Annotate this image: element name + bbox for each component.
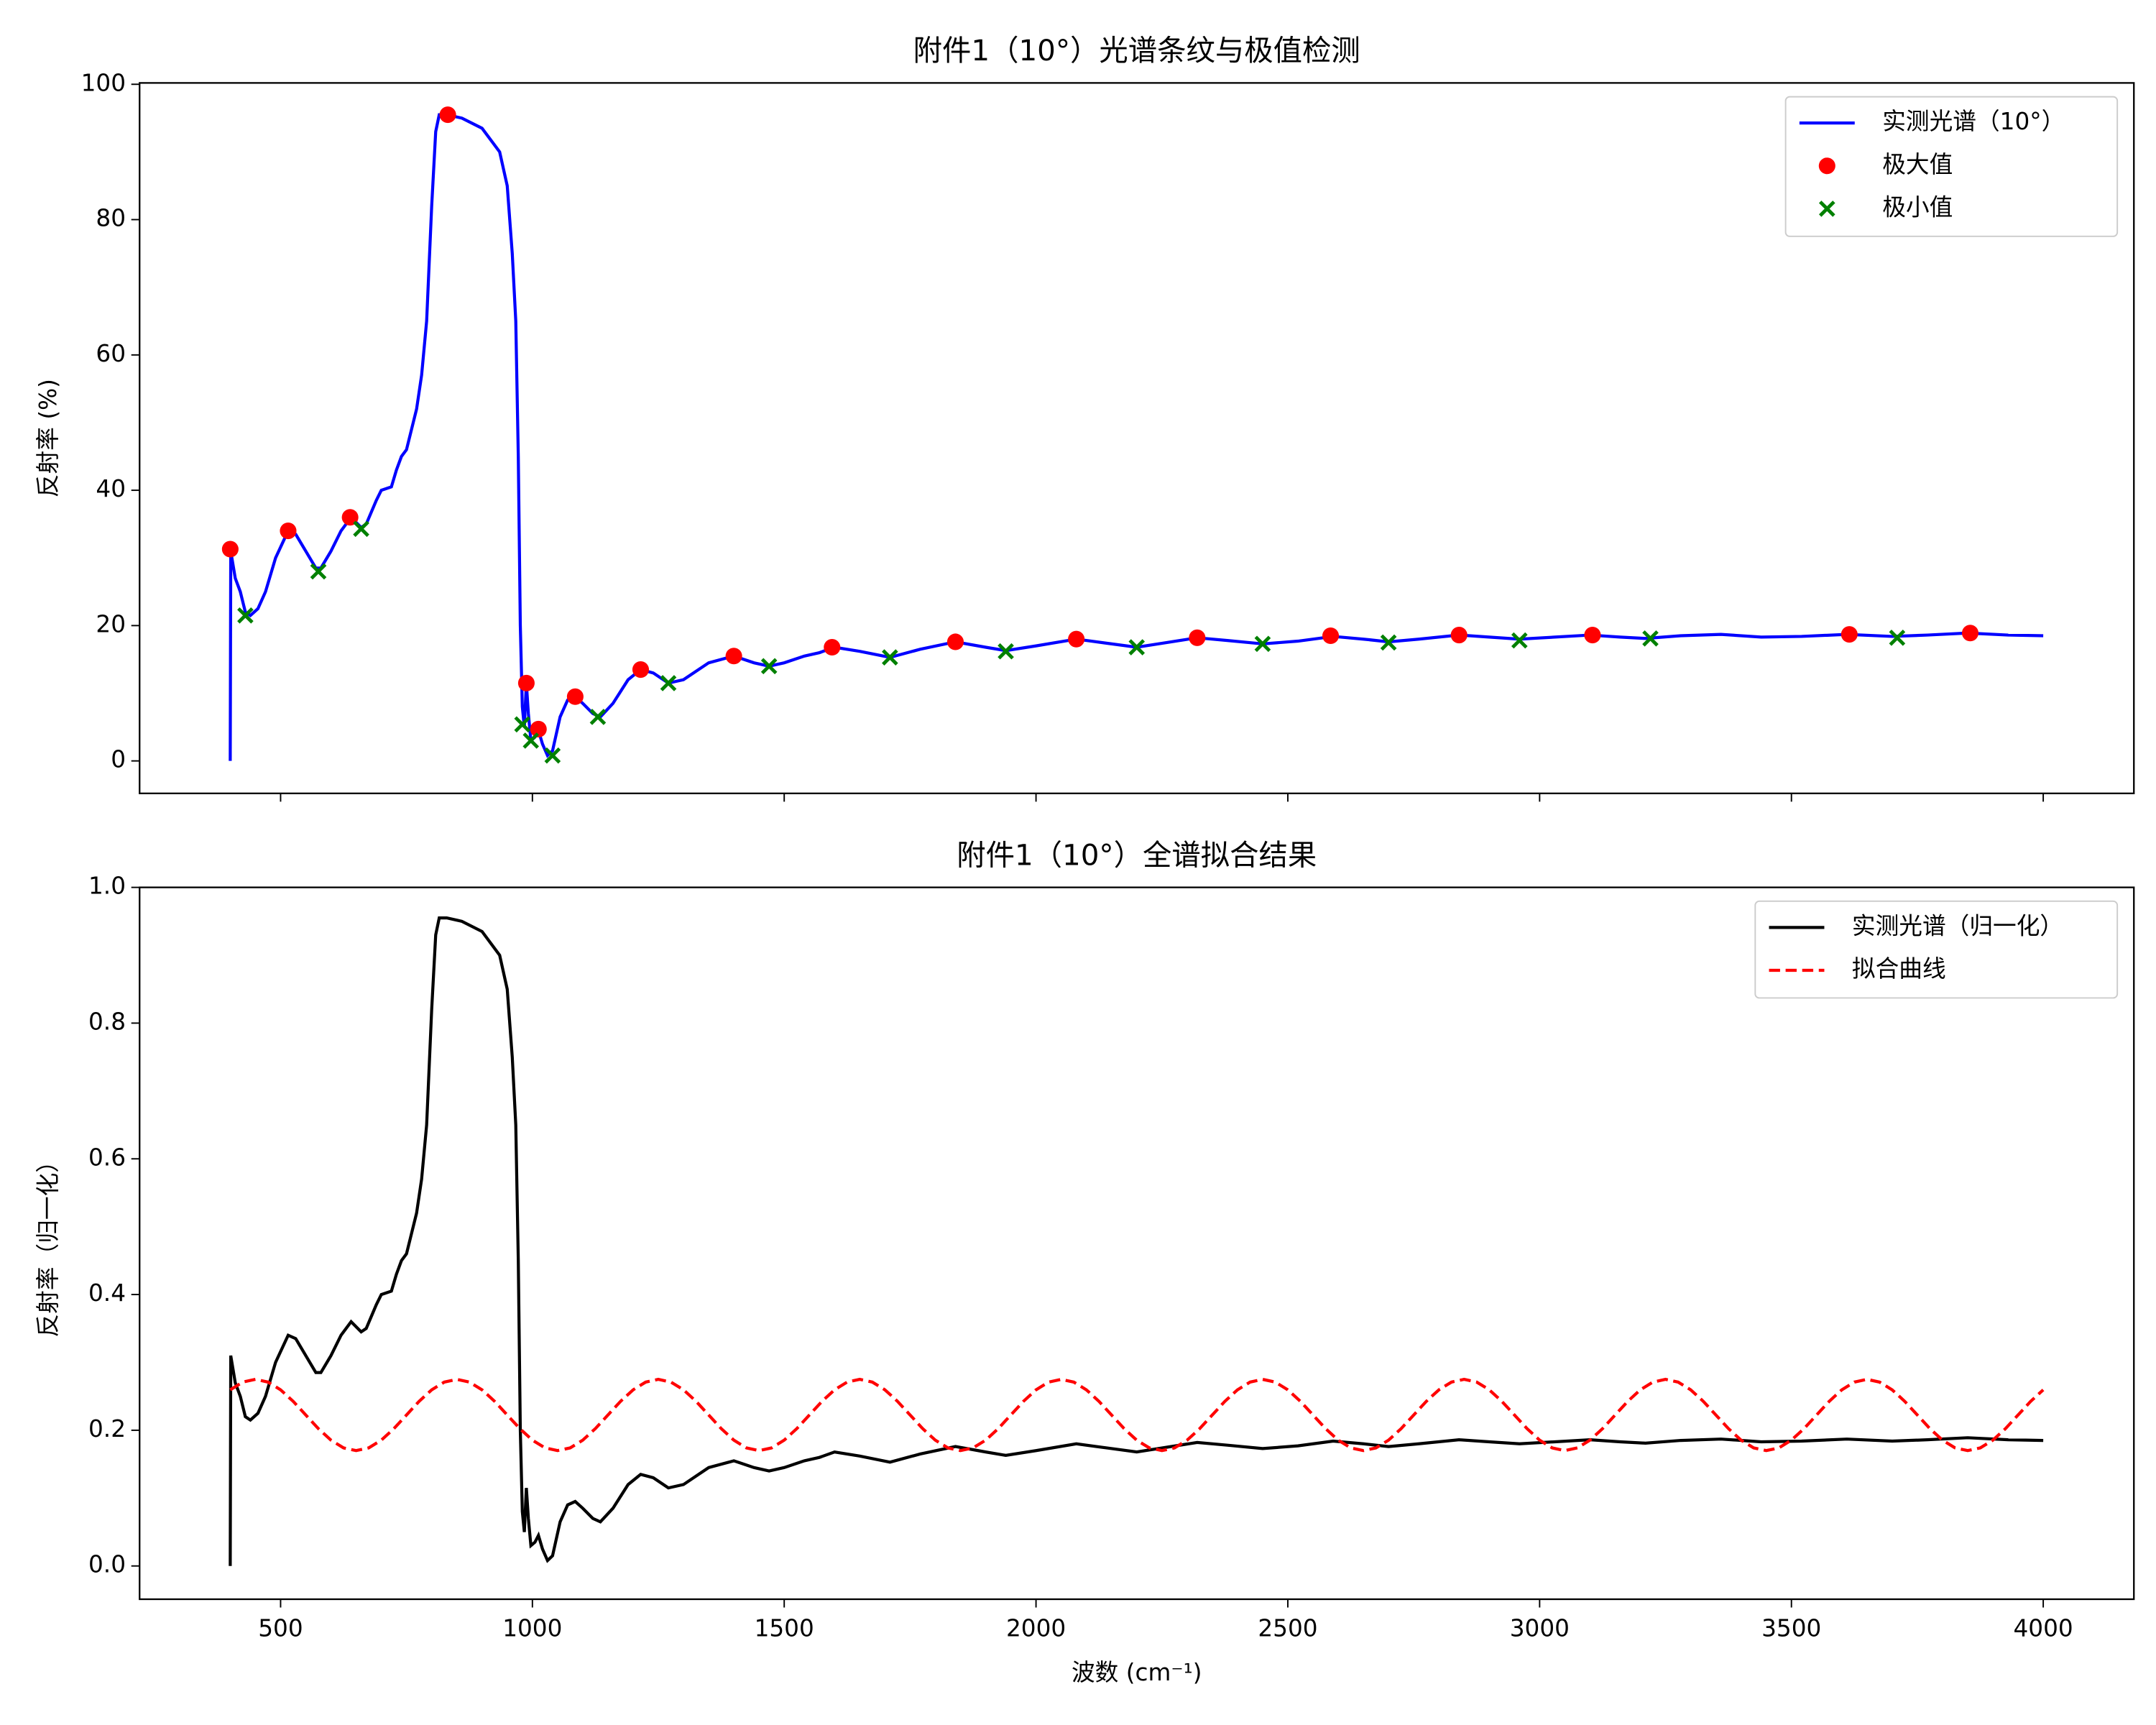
data-line xyxy=(229,1377,2045,1453)
max-marker xyxy=(517,674,535,691)
y-axis-label: 反射率（归一化） xyxy=(34,1149,62,1337)
x-tick-label: 2000 xyxy=(1006,1614,1066,1642)
max-marker xyxy=(1189,629,1206,646)
x-tick-label: 2500 xyxy=(1258,1614,1317,1642)
min-marker xyxy=(1889,630,1906,646)
max-marker xyxy=(280,523,297,540)
min-marker xyxy=(1642,630,1659,647)
x-tick-label: 1000 xyxy=(502,1614,562,1642)
y-tick-label: 0.8 xyxy=(88,1008,126,1035)
y-tick-label: 0.0 xyxy=(88,1551,126,1578)
max-marker xyxy=(439,106,456,124)
legend-label: 实测光谱（归一化） xyxy=(1852,912,2063,939)
y-tick-label: 60 xyxy=(96,340,126,367)
chart-title: 附件1（10°）光谱条纹与极值检测 xyxy=(913,34,1360,68)
max-marker xyxy=(341,509,359,526)
min-marker xyxy=(514,716,531,733)
legend-label: 极小值 xyxy=(1882,193,1953,221)
max-marker xyxy=(530,720,547,737)
y-tick-label: 80 xyxy=(96,205,126,232)
min-marker xyxy=(1128,639,1146,656)
max-marker xyxy=(566,688,584,705)
data-line xyxy=(229,916,2044,1566)
y-tick-label: 0.6 xyxy=(88,1144,126,1171)
min-marker xyxy=(998,643,1014,660)
min-marker xyxy=(660,675,677,691)
max-marker xyxy=(1068,630,1085,648)
y-axis-label: 反射率 (%) xyxy=(34,379,62,497)
y-tick-label: 100 xyxy=(81,69,126,96)
min-marker xyxy=(544,747,561,764)
data-line xyxy=(229,113,2044,761)
legend-label: 实测光谱（10°） xyxy=(1882,108,2065,135)
y-tick-label: 0 xyxy=(111,746,126,773)
max-marker xyxy=(1584,627,1601,644)
x-tick-label: 3000 xyxy=(1510,1614,1570,1642)
min-marker xyxy=(760,658,778,675)
min-marker xyxy=(1254,635,1271,653)
x-tick-label: 3500 xyxy=(1761,1614,1821,1642)
max-marker xyxy=(221,540,239,558)
max-marker xyxy=(1450,627,1468,644)
x-tick-label: 4000 xyxy=(2014,1614,2073,1642)
min-marker xyxy=(589,709,607,725)
min-marker xyxy=(522,732,540,749)
min-marker xyxy=(353,520,369,538)
x-tick-label: 1500 xyxy=(755,1614,814,1642)
min-marker xyxy=(1380,634,1397,651)
axes-frame xyxy=(139,886,2135,1601)
max-marker xyxy=(1961,625,1979,642)
max-marker xyxy=(824,638,841,656)
legend-box xyxy=(1754,900,2119,999)
x-tick-label: 500 xyxy=(258,1614,303,1642)
legend-label: 拟合曲线 xyxy=(1852,955,1946,983)
y-tick-label: 0.4 xyxy=(88,1279,126,1307)
max-marker xyxy=(1841,626,1858,643)
legend-swatch xyxy=(1818,201,1835,217)
axes-frame xyxy=(139,82,2135,794)
max-marker xyxy=(946,633,964,650)
legend-swatch xyxy=(1818,157,1835,175)
max-marker xyxy=(1322,627,1340,645)
min-marker xyxy=(237,607,254,624)
y-tick-label: 0.2 xyxy=(88,1415,126,1443)
chart-title: 附件1（10°）全谱拟合结果 xyxy=(957,838,1317,872)
x-axis-label: 波数 (cm⁻¹) xyxy=(1072,1659,1202,1686)
min-marker xyxy=(882,649,898,666)
legend-box xyxy=(1784,96,2119,237)
max-marker xyxy=(632,661,650,678)
y-tick-label: 20 xyxy=(96,610,126,638)
y-tick-label: 40 xyxy=(96,475,126,502)
min-marker xyxy=(310,563,327,580)
y-tick-label: 1.0 xyxy=(88,873,126,900)
max-marker xyxy=(725,648,742,665)
min-marker xyxy=(1511,632,1528,649)
legend-label: 极大值 xyxy=(1882,151,1953,178)
